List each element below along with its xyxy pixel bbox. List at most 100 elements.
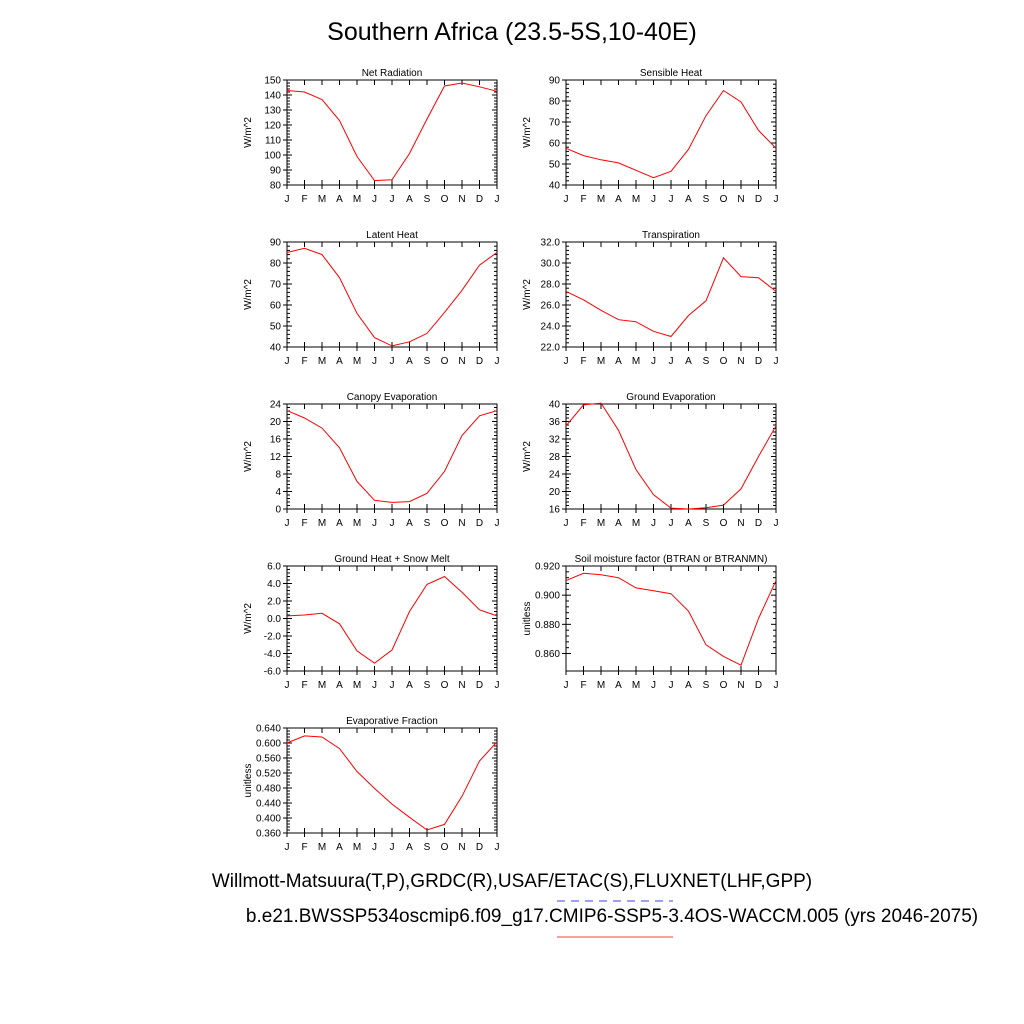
plot-frame (565, 403, 777, 510)
y-tick-label: 140 (264, 91, 281, 102)
x-tick-label: N (737, 356, 744, 367)
y-tick-label: 80 (549, 97, 561, 108)
x-tick-label: A (685, 194, 692, 205)
y-tick-label: 22.0 (541, 343, 561, 354)
plot-frame (286, 403, 498, 510)
y-tick-label: 110 (265, 136, 281, 147)
y-tick-label: 20 (549, 487, 561, 498)
y-tick-label: 60 (549, 139, 561, 150)
x-tick-label: J (774, 680, 779, 691)
x-tick-label: A (615, 680, 622, 691)
y-tick-label: 0.900 (535, 591, 560, 602)
y-tick-label: 12 (270, 452, 282, 463)
x-tick-label: A (406, 356, 413, 367)
x-tick-label: N (458, 518, 465, 529)
y-tick-label: 28.0 (541, 280, 561, 291)
x-tick-label: D (755, 680, 762, 691)
x-tick-label: N (458, 842, 465, 853)
x-tick-label: A (336, 842, 343, 853)
x-tick-label: D (476, 356, 483, 367)
footer-obs-sources: Willmott-Matsuura(T,P),GRDC(R),USAF/ETAC… (211, 871, 813, 892)
y-tick-label: 32 (549, 435, 561, 446)
x-tick-label: J (372, 842, 377, 853)
x-tick-label: A (406, 194, 413, 205)
x-tick-label: D (755, 194, 762, 205)
x-tick-label: M (318, 680, 326, 691)
x-tick-label: A (336, 680, 343, 691)
y-tick-label: 4.0 (267, 579, 281, 590)
x-tick-label: M (597, 518, 605, 529)
y-tick-label: 40 (270, 343, 282, 354)
y-tick-label: 0.920 (535, 562, 560, 573)
series-line (286, 575, 498, 664)
y-tick-label: 0.0 (267, 614, 281, 625)
panel-title: Ground Heat + Snow Melt (334, 554, 450, 565)
x-tick-label: F (301, 680, 307, 691)
x-tick-label: S (703, 518, 710, 529)
y-tick-label: 130 (264, 106, 281, 117)
x-tick-label: J (372, 680, 377, 691)
y-tick-label: 50 (270, 322, 282, 333)
x-tick-label: D (755, 356, 762, 367)
y-tick-label: 70 (549, 118, 561, 129)
x-tick-label: J (495, 194, 500, 205)
y-tick-label: 30.0 (541, 259, 561, 270)
x-tick-label: F (580, 194, 586, 205)
x-tick-label: D (476, 194, 483, 205)
plot-frame (565, 241, 777, 348)
x-tick-label: J (495, 356, 500, 367)
x-tick-label: S (703, 194, 710, 205)
x-tick-label: S (424, 518, 431, 529)
x-tick-label: S (424, 356, 431, 367)
y-tick-label: 36 (549, 417, 561, 428)
x-tick-label: F (301, 842, 307, 853)
panel-title: Net Radiation (362, 68, 423, 79)
y-tick-label: 150 (264, 76, 281, 87)
y-tick-label: 4 (275, 487, 281, 498)
x-tick-label: J (390, 680, 395, 691)
series-line (286, 410, 498, 503)
x-tick-label: J (390, 194, 395, 205)
x-tick-label: J (774, 518, 779, 529)
x-tick-label: S (424, 680, 431, 691)
y-tick-label: 90 (270, 166, 282, 177)
series-line (286, 82, 498, 182)
x-tick-label: A (406, 842, 413, 853)
y-axis-label: W/m^2 (243, 441, 254, 472)
y-tick-label: 0.440 (256, 799, 281, 810)
y-tick-label: 40 (549, 400, 561, 411)
x-tick-label: A (685, 680, 692, 691)
y-tick-label: 80 (270, 259, 282, 270)
x-tick-label: N (737, 680, 744, 691)
x-tick-label: O (720, 518, 728, 529)
x-tick-label: J (651, 680, 656, 691)
x-tick-label: O (720, 356, 728, 367)
x-tick-label: S (703, 680, 710, 691)
x-tick-label: J (495, 680, 500, 691)
plot-frame (565, 79, 777, 186)
x-tick-label: O (441, 194, 449, 205)
x-tick-label: A (615, 356, 622, 367)
x-tick-label: J (372, 194, 377, 205)
panels-group: Net RadiationW/m^28090100110120130140150… (243, 68, 779, 853)
x-tick-label: J (372, 518, 377, 529)
x-tick-label: J (390, 842, 395, 853)
y-tick-label: 0.480 (256, 784, 281, 795)
x-tick-label: J (285, 194, 290, 205)
x-tick-label: S (703, 356, 710, 367)
y-tick-label: 60 (270, 301, 282, 312)
x-tick-label: J (669, 356, 674, 367)
y-axis-label: unitless (522, 602, 533, 636)
x-tick-label: M (632, 518, 640, 529)
y-tick-label: 24 (270, 400, 282, 411)
x-tick-label: M (632, 680, 640, 691)
y-axis-label: W/m^2 (522, 279, 533, 310)
x-tick-label: M (597, 194, 605, 205)
x-tick-label: J (285, 680, 290, 691)
y-tick-label: 0.520 (256, 769, 281, 780)
y-tick-label: 90 (270, 238, 282, 249)
x-tick-label: J (372, 356, 377, 367)
x-tick-label: J (651, 356, 656, 367)
y-axis-label: W/m^2 (522, 117, 533, 148)
